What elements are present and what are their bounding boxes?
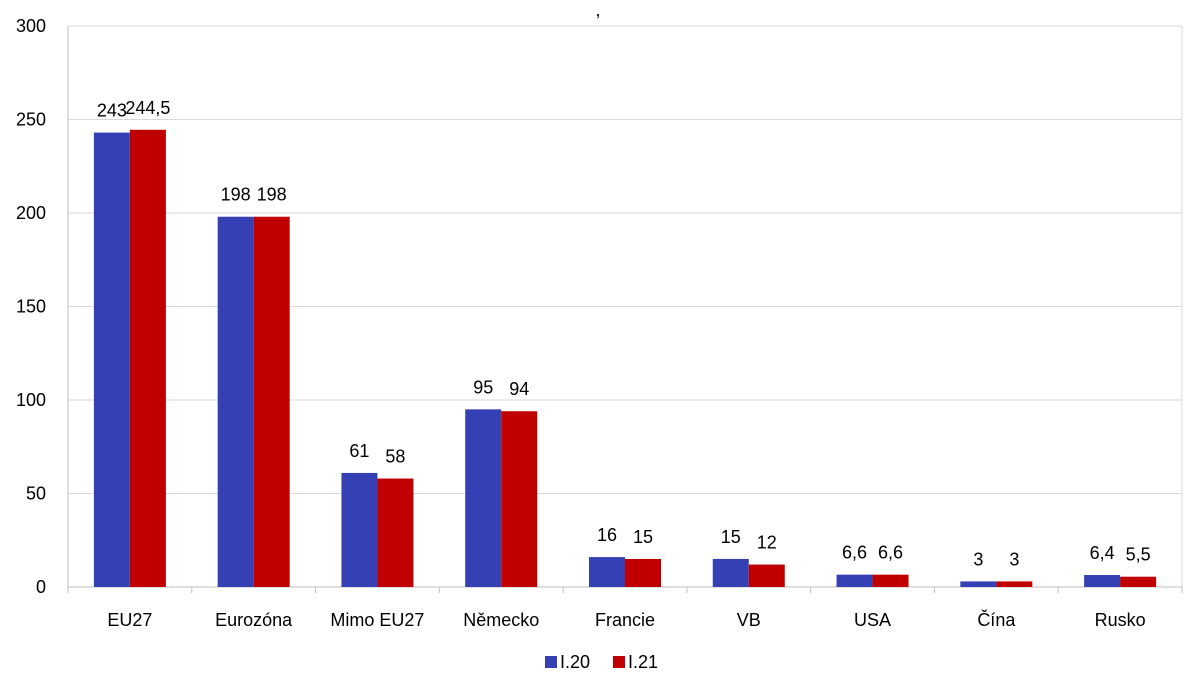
x-category-label: Eurozóna [215,610,293,630]
legend: I.20 I.21 [545,652,658,672]
axes: 0 50 100 150 200 250 300 EU27 Eurozóna Mimo EU27 N… [16,16,1183,630]
x-category-label: Čína [977,609,1016,630]
y-tick-label: 200 [16,203,46,223]
x-category-label: VB [737,610,761,630]
x-category-label: USA [854,610,891,630]
data-label: 5,5 [1126,545,1151,565]
bar-I.21 [129,129,166,587]
x-category-label: Mimo EU27 [330,610,424,630]
data-label: 3 [1009,549,1019,569]
data-label: 198 [257,185,287,205]
bar-I.20 [341,472,378,587]
bar-I.20 [836,574,873,587]
bar-I.21 [377,478,414,587]
bar-I.21 [625,558,661,587]
bar-I.21 [872,574,909,587]
data-label: 94 [509,379,529,399]
data-label: 12 [757,533,777,553]
bar-I.21 [253,216,290,588]
legend-label: I.21 [628,652,658,672]
data-label: 15 [721,527,741,547]
data-label: 16 [597,525,617,545]
y-tick-label: 300 [16,16,46,36]
x-category-label: Německo [463,610,539,630]
data-label: 3 [973,549,983,569]
y-tick-label: 150 [16,297,46,317]
data-label: 58 [385,447,405,467]
data-label: 244,5 [125,98,170,118]
data-label: 243 [97,101,127,121]
bar-I.20 [217,216,254,588]
data-labels: 243 198 61 95 16 15 6,6 3 6,4 244,5 198 58 94 15 12 6,6… [97,98,1151,570]
bar-I.21 [501,411,538,587]
bar-I.20 [93,132,130,587]
data-label: 198 [221,185,251,205]
bar-I.20 [589,557,625,587]
y-tick-label: 250 [16,110,46,130]
data-label: 6,6 [842,543,867,563]
bar-I.20 [712,558,749,587]
data-label: 61 [349,441,369,461]
legend-label: I.20 [560,652,590,672]
y-tick-label: 0 [36,577,46,597]
bar-I.21 [996,581,1033,587]
data-label: 6,4 [1090,543,1115,563]
x-category-label: EU27 [107,610,152,630]
y-tick-label: 100 [16,390,46,410]
bar-I.21 [1120,576,1157,587]
data-label: 95 [473,377,493,397]
chart-title: , [595,0,600,20]
legend-swatch [545,656,557,668]
x-category-label: Francie [595,610,655,630]
x-category-label: Rusko [1095,610,1146,630]
data-label: 15 [633,527,653,547]
data-label: 6,6 [878,543,903,563]
bars [93,129,1157,588]
bar-I.21 [748,564,785,587]
legend-swatch [613,656,625,668]
y-tick-label: 50 [26,484,46,504]
bar-I.20 [1084,575,1121,587]
bar-I.20 [465,409,502,587]
bar-I.20 [960,581,997,587]
